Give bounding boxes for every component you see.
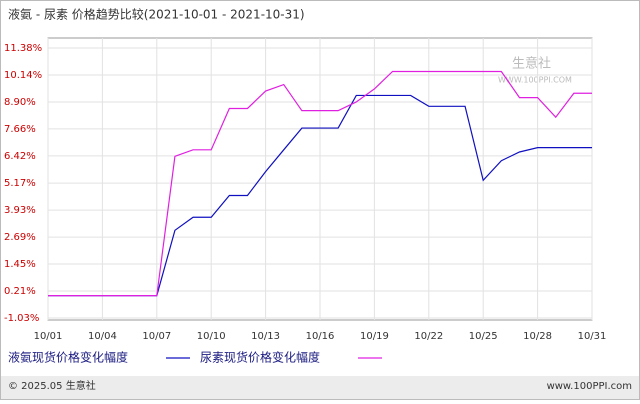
y-tick-label: 3.93% [4, 205, 36, 216]
chart-title: 液氨 - 尿素 价格趋势比较(2021-10-01 - 2021-10-31) [8, 7, 305, 22]
footer-right: www.100PPI.com [547, 381, 632, 392]
x-tick-label: 10/25 [469, 331, 498, 342]
x-tick-label: 10/04 [88, 331, 117, 342]
legend-label: 尿素现货价格变化幅度 [200, 350, 320, 365]
x-tick-label: 10/13 [251, 331, 280, 342]
x-tick-label: 10/19 [360, 331, 389, 342]
series-line [48, 70, 592, 297]
y-tick-label: -1.03% [4, 313, 39, 324]
x-tick-label: 10/31 [578, 331, 607, 342]
x-tick-label: 10/22 [414, 331, 443, 342]
y-tick-label: 2.69% [4, 232, 36, 243]
footer-band [1, 376, 639, 399]
x-tick-label: 10/28 [523, 331, 552, 342]
x-tick-label: 10/16 [306, 331, 335, 342]
y-tick-label: 1.45% [4, 259, 36, 270]
y-tick-label: 7.66% [4, 124, 36, 135]
y-tick-label: 5.17% [4, 178, 36, 189]
legend-label: 液氨现货价格变化幅度 [8, 350, 128, 365]
watermark-url: WWW.100PPI.COM [498, 76, 572, 85]
x-tick-label: 10/01 [34, 331, 63, 342]
x-tick-label: 10/07 [142, 331, 171, 342]
y-tick-label: 11.38% [4, 43, 42, 54]
footer-left: © 2025.05 生意社 [8, 379, 96, 392]
y-tick-label: 0.21% [4, 286, 36, 297]
y-tick-label: 8.90% [4, 97, 36, 108]
watermark: 生意社 [512, 56, 551, 72]
x-tick-label: 10/10 [197, 331, 226, 342]
y-tick-label: 10.14% [4, 70, 42, 81]
y-tick-label: 6.42% [4, 151, 36, 162]
